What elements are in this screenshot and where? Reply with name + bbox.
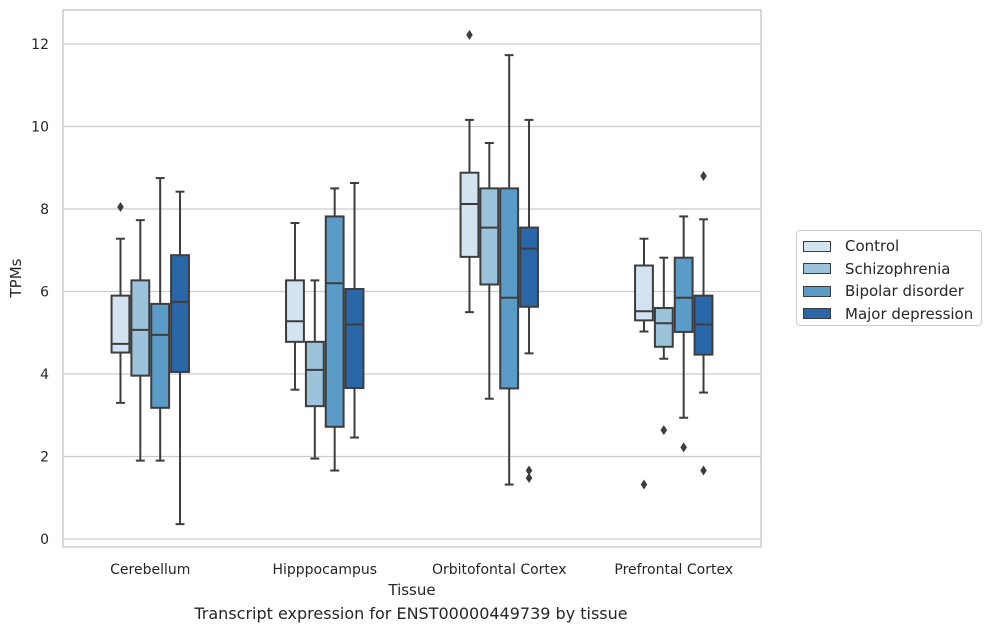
x-axis-label: Tissue bbox=[387, 581, 435, 599]
x-tick-label: Cerebellum bbox=[110, 562, 190, 578]
box-0-2 bbox=[150, 177, 171, 462]
legend-label: Bipolar disorder bbox=[845, 282, 964, 301]
y-tick-labels: 0 2 4 6 8 10 12 bbox=[31, 37, 49, 548]
box-2-2 bbox=[499, 54, 520, 486]
legend-label: Major depression bbox=[845, 304, 974, 323]
y-tick-label: 2 bbox=[40, 450, 49, 466]
y-tick-label: 12 bbox=[31, 37, 49, 53]
box-body bbox=[519, 226, 539, 308]
x-tick-label: Hipppocampus bbox=[272, 562, 377, 578]
box-body bbox=[459, 171, 480, 258]
y-tick-label: 6 bbox=[40, 285, 49, 301]
legend-swatch bbox=[803, 308, 831, 320]
outlier-point bbox=[680, 442, 687, 453]
box-body bbox=[130, 279, 151, 377]
box-2-0 bbox=[459, 29, 480, 314]
legend: Control Schizophrenia Bipolar disorder Majo… bbox=[796, 230, 982, 326]
box-body bbox=[653, 307, 674, 348]
box-body bbox=[344, 288, 365, 390]
y-tick-label: 0 bbox=[40, 532, 49, 548]
outlier-point bbox=[466, 29, 473, 40]
legend-item: Bipolar disorder bbox=[803, 280, 981, 303]
box-body bbox=[304, 340, 325, 408]
box-body bbox=[110, 294, 131, 354]
y-axis-label: TPMs bbox=[7, 258, 25, 298]
legend-item: Schizophrenia bbox=[803, 258, 981, 281]
box-1-3 bbox=[344, 182, 365, 439]
box-3-3 bbox=[693, 171, 714, 476]
legend-item: Major depression bbox=[803, 303, 981, 326]
box-body bbox=[479, 187, 500, 286]
box-groups bbox=[110, 29, 714, 526]
box-0-3 bbox=[170, 190, 190, 526]
outlier-point bbox=[525, 465, 533, 476]
box-body bbox=[673, 256, 694, 333]
outlier-point bbox=[117, 201, 124, 212]
legend-swatch bbox=[803, 240, 831, 252]
box-3-2 bbox=[673, 215, 694, 453]
legend-item: Control bbox=[803, 235, 981, 258]
outlier-point bbox=[525, 472, 533, 483]
box-body bbox=[634, 264, 654, 322]
chart-title: Transcript expression for ENST0000044973… bbox=[194, 604, 628, 623]
box-0-1 bbox=[130, 219, 151, 462]
box-0-0 bbox=[110, 201, 131, 404]
legend-swatch bbox=[803, 263, 831, 275]
box-body bbox=[170, 254, 190, 373]
box-body bbox=[285, 279, 305, 343]
box-2-1 bbox=[479, 142, 500, 400]
outlier-point bbox=[700, 171, 707, 181]
outlier-point bbox=[660, 425, 668, 436]
box-2-3 bbox=[519, 118, 539, 483]
box-1-1 bbox=[304, 279, 325, 460]
box-1-2 bbox=[324, 187, 345, 472]
box-3-0 bbox=[634, 237, 654, 490]
box-1-0 bbox=[285, 222, 305, 391]
outlier-point bbox=[700, 465, 707, 476]
legend-label: Schizophrenia bbox=[845, 259, 951, 278]
box-body bbox=[324, 215, 345, 428]
outlier-point bbox=[640, 479, 648, 490]
legend-swatch bbox=[803, 285, 831, 297]
y-tick-label: 10 bbox=[31, 120, 49, 136]
x-tick-labels: Cerebellum Hipppocampus Orbitofontal Corte… bbox=[110, 562, 733, 578]
box-body bbox=[150, 302, 171, 409]
y-tick-label: 4 bbox=[40, 367, 49, 383]
plot-area bbox=[62, 9, 762, 548]
x-tick-label: Orbitofontal Cortex bbox=[432, 562, 567, 578]
box-3-1 bbox=[653, 256, 674, 436]
x-tick-label: Prefrontal Cortex bbox=[614, 562, 733, 578]
box-body bbox=[499, 187, 520, 390]
legend-label: Control bbox=[845, 237, 900, 256]
y-tick-label: 8 bbox=[40, 202, 49, 218]
